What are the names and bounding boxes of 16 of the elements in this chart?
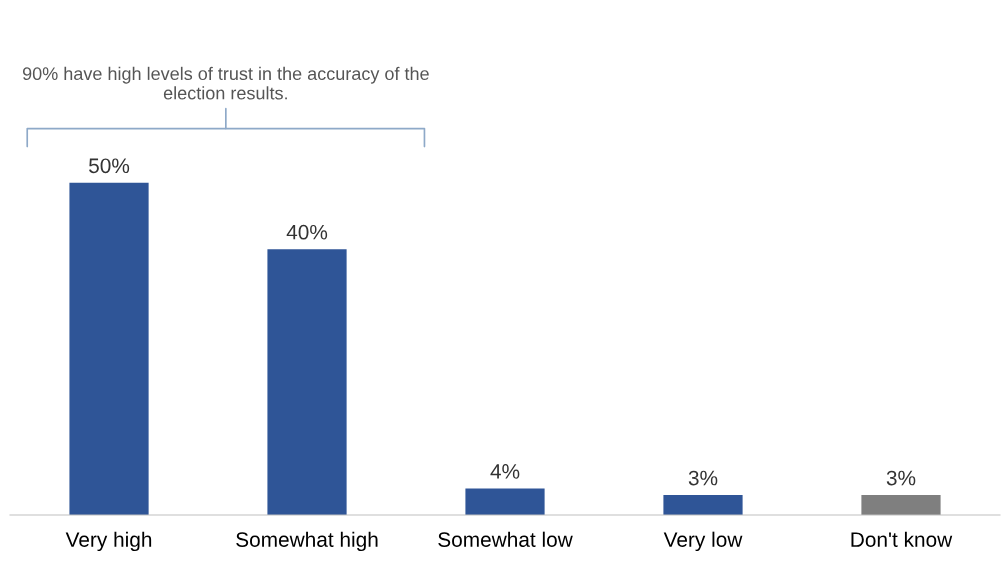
- data-label: 3%: [688, 470, 718, 486]
- data-label: 50%: [89, 158, 130, 174]
- data-label: 40%: [286, 224, 328, 240]
- bar: [861, 495, 941, 515]
- x-tick-label: Somewhat high: [236, 531, 378, 552]
- x-tick-label: Very high: [65, 531, 152, 552]
- bar: [465, 488, 545, 515]
- bar: [663, 495, 743, 515]
- x-tick-label: Somewhat low: [438, 531, 573, 547]
- x-tick-label: Very low: [663, 531, 743, 552]
- data-label: 4%: [490, 464, 520, 479]
- bar: [69, 182, 149, 515]
- bar: [267, 249, 347, 515]
- text: 90% have high levels of trust in the accuracy of the election results.: [22, 66, 429, 100]
- x-tick-label: Don't know: [851, 531, 953, 547]
- data-label: 3%: [886, 470, 916, 486]
